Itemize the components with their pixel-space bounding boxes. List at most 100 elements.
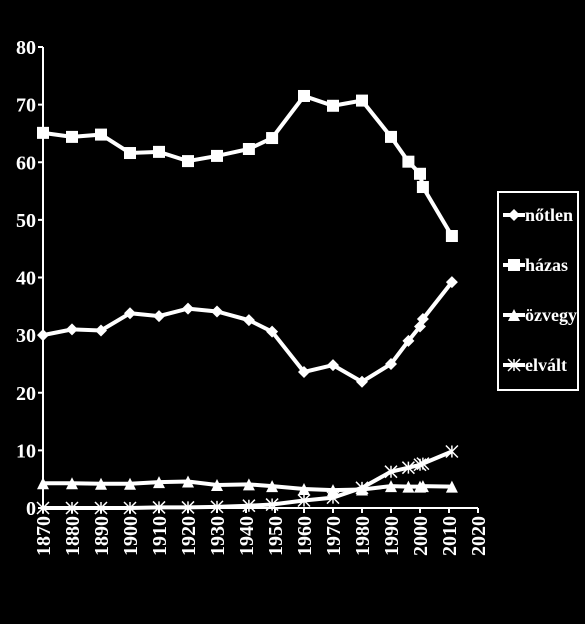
marker <box>94 501 108 515</box>
marker <box>416 181 429 194</box>
marker <box>298 366 310 379</box>
y-tick-label: 0 <box>26 498 36 520</box>
marker <box>266 132 279 145</box>
marker <box>95 324 107 337</box>
series-line <box>42 93 454 238</box>
marker <box>65 501 79 515</box>
marker <box>402 480 415 493</box>
y-tick-label: 60 <box>16 152 36 174</box>
marker <box>327 484 339 497</box>
y-tick-label: 20 <box>16 383 36 405</box>
marker <box>37 477 49 490</box>
marker <box>153 310 165 323</box>
marker <box>95 128 107 141</box>
y-tick-label: 80 <box>16 37 36 59</box>
marker <box>265 498 279 512</box>
marker <box>402 334 415 347</box>
marker <box>210 500 224 514</box>
marker <box>36 501 50 515</box>
marker <box>266 325 279 338</box>
marker <box>242 478 255 491</box>
y-tick-label: 50 <box>16 210 36 232</box>
x-tick-label: 1930 <box>207 516 229 556</box>
y-tick-label: 30 <box>16 325 36 347</box>
legend-label: házas <box>525 255 568 275</box>
marker <box>508 209 520 221</box>
x-tick-label: 1970 <box>323 516 345 556</box>
marker <box>356 375 368 388</box>
x-tick-label: 1990 <box>381 516 403 556</box>
marker <box>242 499 256 513</box>
marker <box>37 126 49 139</box>
legend: nőtlen házas özvegy elvált <box>497 191 579 391</box>
marker <box>211 149 223 162</box>
x-tick-label: 2000 <box>410 516 432 556</box>
marker <box>385 480 397 493</box>
marker <box>401 461 415 475</box>
marker <box>211 478 223 491</box>
marker <box>123 501 137 515</box>
marker <box>384 465 398 479</box>
marker <box>356 94 368 107</box>
x-tick-label: 1910 <box>149 516 171 556</box>
marker <box>327 359 339 372</box>
marker <box>181 500 195 514</box>
marker <box>153 145 165 158</box>
marker <box>182 475 194 488</box>
marker <box>37 329 49 342</box>
marker <box>416 480 429 493</box>
marker <box>298 482 310 495</box>
marker <box>66 323 78 336</box>
marker <box>124 477 136 490</box>
marker <box>124 307 136 320</box>
marker <box>355 481 369 495</box>
marker <box>298 89 310 102</box>
marker <box>416 457 430 471</box>
marker <box>297 493 311 508</box>
marker <box>66 477 78 490</box>
marker <box>508 259 520 271</box>
marker <box>507 358 521 372</box>
marker <box>327 99 339 112</box>
marker <box>266 480 279 493</box>
marker <box>416 312 429 325</box>
legend-box <box>497 191 579 391</box>
y-tick-label: 70 <box>16 95 36 117</box>
x-tick-label: 2010 <box>439 516 461 556</box>
x-tick-label: 1950 <box>265 516 287 556</box>
x-tick-label: 1940 <box>236 516 258 556</box>
marker <box>445 444 459 459</box>
marker <box>508 309 520 321</box>
legend-label: özvegy <box>525 305 577 325</box>
marker <box>414 167 426 180</box>
marker <box>182 302 194 315</box>
marker <box>385 130 397 143</box>
legend-label: elvált <box>525 355 567 375</box>
marker <box>242 314 255 327</box>
marker <box>445 230 458 243</box>
x-tick-label: 1920 <box>178 516 200 556</box>
x-tick-label: 1890 <box>91 516 113 556</box>
marker <box>445 276 458 289</box>
marker <box>242 142 255 155</box>
x-tick-label: 1960 <box>294 516 316 556</box>
marker <box>95 477 107 490</box>
marker <box>66 130 78 143</box>
y-tick-label: 10 <box>16 440 36 462</box>
marker <box>182 155 194 168</box>
series-line <box>43 449 453 510</box>
x-tick-label: 1870 <box>33 516 55 556</box>
marker <box>211 305 223 318</box>
marker <box>445 480 458 493</box>
x-tick-label: 2020 <box>468 516 490 556</box>
marker <box>152 500 166 514</box>
legend-label: nőtlen <box>525 205 573 225</box>
marker <box>326 491 340 505</box>
marker <box>153 476 165 489</box>
x-tick-label: 1980 <box>352 516 374 556</box>
x-tick-label: 1900 <box>120 516 142 556</box>
marker <box>385 357 397 370</box>
marker <box>402 155 415 168</box>
x-tick-label: 1880 <box>62 516 84 556</box>
